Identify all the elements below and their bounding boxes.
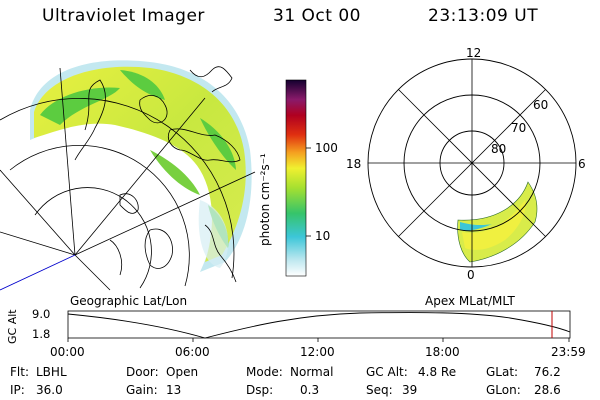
coastline-3: [167, 128, 241, 163]
polar-label-lat-70: 70: [511, 121, 527, 135]
geographic-map-panel: [0, 60, 256, 291]
ip-label: IP:: [10, 383, 25, 397]
colorbar-label-10: 10: [315, 229, 331, 243]
polar-aurora-bright: [462, 200, 526, 250]
meridian-2: [74, 97, 206, 256]
glon-value: 28.6: [534, 383, 561, 397]
altitude-strip-chart: [67, 310, 571, 342]
aurora-green-3: [200, 118, 236, 170]
coastline-6: [144, 228, 173, 269]
polar-label-18: 18: [346, 157, 362, 171]
x-label-0000: 00:00: [50, 345, 85, 359]
apex-panel-label: Apex MLat/MLT: [425, 294, 515, 308]
gain-label: Gain:: [126, 383, 158, 397]
mode-label: Mode:: [246, 365, 283, 379]
altitude-curve: [67, 312, 571, 339]
colorbar-unit-label: photon cm⁻²s⁻¹: [258, 153, 272, 246]
coastline-1: [74, 79, 106, 161]
polar-aurora-oval: [457, 181, 538, 263]
aurora-band: [34, 66, 246, 262]
polar-label-12: 12: [466, 46, 482, 60]
colorbar-label-100: 100: [315, 141, 338, 155]
polar-label-lat-80: 80: [491, 142, 507, 156]
door-value: Open: [166, 365, 199, 379]
colorbar: [285, 79, 311, 277]
x-label-1800: 18:00: [425, 345, 460, 359]
meridian-3: [74, 171, 256, 256]
x-label-1200: 12:00: [300, 345, 335, 359]
meridian-1: [59, 67, 76, 256]
lat-arc-mid: [9, 145, 190, 287]
coastline-7: [204, 224, 237, 283]
altitude-axis-label: GC Alt: [6, 309, 19, 344]
polar-label-0: 0: [467, 268, 475, 282]
observation-date: 31 Oct 00: [273, 6, 361, 26]
geographic-panel-label: Geographic Lat/Lon: [70, 294, 188, 308]
filter-label: Flt:: [10, 365, 29, 379]
altitude-plot-frame: [67, 310, 571, 339]
observation-time: 23:13:09 UT: [428, 6, 539, 26]
instrument-title: Ultraviolet Imager: [42, 6, 205, 26]
polar-aurora-cyan: [460, 222, 492, 231]
seq-value: 39: [402, 383, 418, 397]
gain-value: 13: [166, 383, 182, 397]
seq-label: Seq:: [366, 383, 393, 397]
dsp-label: Dsp:: [246, 383, 274, 397]
gc-alt-label: GC Alt:: [366, 365, 408, 379]
altitude-y-max: 9.0: [32, 307, 51, 321]
glon-label: GLon:: [486, 383, 521, 397]
ip-value: 36.0: [36, 383, 63, 397]
polar-diagonal-2: [398, 89, 546, 237]
terminator-line: [0, 254, 76, 291]
coastline-8: [109, 239, 123, 276]
coastline-4: [189, 66, 233, 93]
lat-arc-inner: [34, 187, 152, 289]
meridian-6: [0, 169, 76, 256]
x-label-2359: 23:59: [551, 345, 586, 359]
gc-alt-value: 4.8 Re: [418, 365, 457, 379]
meridian-4: [0, 231, 76, 256]
altitude-y-min: 1.8: [32, 327, 51, 341]
aurora-green-1: [40, 87, 120, 125]
aurora-green-2: [120, 70, 165, 100]
coastline-5: [119, 193, 139, 214]
mode-value: Normal: [290, 365, 334, 379]
filter-value: LBHL: [36, 365, 67, 379]
colorbar-scale: [285, 79, 307, 277]
lat-arc-outer: [0, 97, 235, 279]
x-label-0600: 06:00: [175, 345, 210, 359]
apex-polar-panel: [367, 58, 577, 268]
polar-label-6: 6: [578, 157, 586, 171]
glat-label: GLat:: [486, 365, 519, 379]
dsp-value: 0.3: [300, 383, 320, 397]
aurora-faint: [198, 200, 229, 268]
polar-label-lat-60: 60: [533, 98, 549, 112]
door-label: Door:: [126, 365, 159, 379]
aurora-green-4: [150, 150, 200, 195]
glat-value: 76.2: [534, 365, 561, 379]
meridian-5: [74, 254, 111, 291]
